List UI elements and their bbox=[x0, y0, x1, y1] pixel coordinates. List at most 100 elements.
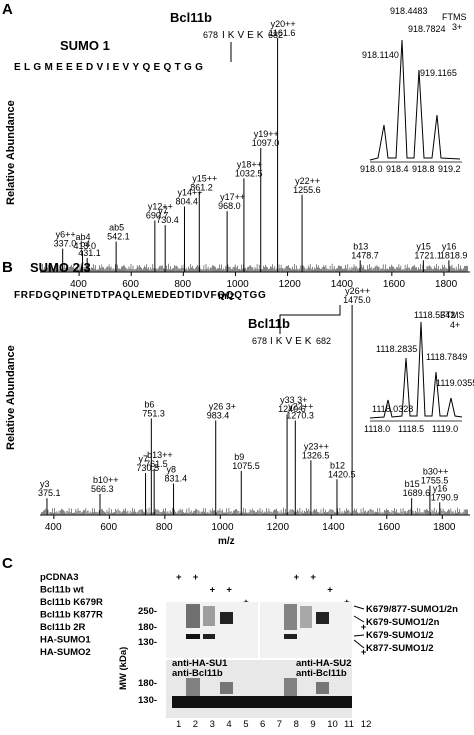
peak-mz: 730.4 bbox=[156, 215, 179, 225]
peak-mz: 1326.5 bbox=[302, 450, 330, 460]
peak-label: ab4 bbox=[75, 232, 90, 242]
peak-mz: 968.0 bbox=[218, 201, 241, 211]
panel-a-title: SUMO 1 bbox=[60, 38, 110, 53]
panel-a: A Relative Abundance SUMO 1 Bcl11b 678 I… bbox=[2, 1, 470, 302]
peak-mz: 761.5 bbox=[145, 459, 168, 469]
peak-label: b6 bbox=[144, 399, 154, 409]
panel-b: B Relative Abundance SUMO 2/3 FRFDGQPINE… bbox=[2, 259, 474, 547]
svg-text:1118.5342: 1118.5342 bbox=[414, 310, 455, 320]
svg-text:918.4483: 918.4483 bbox=[390, 6, 428, 16]
panel-b-inset: FTMS 4+ 1118.5342 1118.2835 1118.7849 11… bbox=[364, 310, 474, 434]
svg-text:250-: 250- bbox=[138, 606, 157, 617]
svg-text:682: 682 bbox=[316, 336, 331, 346]
peak-label: y12++ bbox=[148, 202, 173, 212]
x-tick-label: 1400 bbox=[331, 279, 354, 290]
baseline-noise bbox=[41, 507, 468, 515]
x-tick-label: 1000 bbox=[211, 522, 234, 533]
condition-row-label: HA-SUMO2 bbox=[40, 647, 91, 658]
peak-mz: 542.1 bbox=[107, 232, 130, 242]
panel-c: C pCDNA3 + + + + Bcl11b wt + + + Bcl11b K679R + + Bc… bbox=[2, 555, 458, 730]
blot-label-anti-ha-su2: anti-HA-SU2 bbox=[296, 658, 351, 669]
svg-text:919.2: 919.2 bbox=[438, 164, 461, 174]
peak-mz: 1755.5 bbox=[421, 476, 449, 486]
lane-number: 6 bbox=[260, 719, 265, 730]
svg-text:918.0: 918.0 bbox=[360, 164, 383, 174]
blot-bottom bbox=[166, 660, 352, 718]
peak-mz: 375.1 bbox=[38, 488, 61, 498]
x-tick-label: 800 bbox=[174, 279, 191, 290]
svg-text:1118.7849: 1118.7849 bbox=[426, 352, 467, 362]
peak-label: b30++ bbox=[423, 467, 449, 477]
condition-plus: + bbox=[193, 572, 199, 583]
lane-number: 2 bbox=[193, 719, 198, 730]
x-tick-label: 1200 bbox=[279, 279, 302, 290]
peak-mz: 804.4 bbox=[175, 196, 198, 206]
svg-text:678: 678 bbox=[203, 30, 218, 40]
lane-number: 10 bbox=[327, 719, 338, 730]
peak-mz: 1097.0 bbox=[252, 138, 280, 148]
peak-mz: 983.4 bbox=[207, 411, 230, 421]
condition-row-label: Bcl11b K877R bbox=[40, 610, 103, 621]
condition-plus: + bbox=[361, 622, 367, 633]
panel-b-axis: 400 600 800 1000 1200 1400 1600 1800 bbox=[40, 514, 470, 533]
svg-text:1118.5: 1118.5 bbox=[398, 424, 424, 434]
peak-label: y23++ bbox=[304, 441, 329, 451]
peak-label: y22++ bbox=[295, 176, 320, 186]
lane-number: 3 bbox=[210, 719, 215, 730]
svg-text:1118.0: 1118.0 bbox=[364, 424, 390, 434]
peak-label: y14++ bbox=[177, 187, 202, 197]
panel-c-letter: C bbox=[2, 555, 13, 572]
peak-label: y20++ bbox=[271, 19, 296, 29]
peak-mz: 1075.5 bbox=[232, 461, 260, 471]
peak-label: y7 bbox=[158, 206, 168, 216]
peak-label: y18++ bbox=[237, 159, 262, 169]
peak-mz: 861.2 bbox=[190, 182, 213, 192]
peak-mz: 431.1 bbox=[78, 248, 101, 258]
peak-label: y6++ bbox=[56, 230, 76, 240]
svg-text:180-: 180- bbox=[138, 678, 157, 689]
panel-a-axis: 400 600 800 1000 1200 1400 1600 1800 bbox=[40, 271, 470, 290]
inset-b-charge: 4+ bbox=[450, 320, 460, 330]
condition-row-label: HA-SUMO1 bbox=[40, 635, 91, 646]
panel-b-bcl-label: Bcl11b bbox=[248, 316, 290, 331]
condition-plus: + bbox=[327, 585, 333, 596]
peak-label: y8 bbox=[167, 465, 177, 475]
peak-mz: 1161.6 bbox=[269, 28, 296, 38]
peak-label: b13 bbox=[353, 241, 368, 251]
peak-label: b13++ bbox=[147, 450, 173, 460]
peak-mz: 1790.9 bbox=[431, 492, 459, 502]
peak-mz: 1032.5 bbox=[235, 168, 263, 178]
condition-plus: + bbox=[361, 647, 367, 658]
peak-mz: 1255.6 bbox=[293, 185, 321, 195]
peak-mz: 1475.0 bbox=[343, 295, 371, 305]
svg-text:678: 678 bbox=[252, 336, 267, 346]
peak-mz: 566.3 bbox=[91, 484, 114, 494]
x-tick-label: 1600 bbox=[383, 279, 406, 290]
peak-label: y16 bbox=[433, 483, 448, 493]
lane-number: 12 bbox=[361, 719, 372, 730]
peak-label: ab5 bbox=[109, 223, 124, 233]
panel-b-ylabel: Relative Abundance bbox=[5, 345, 17, 450]
peak-label: y17++ bbox=[220, 192, 245, 202]
svg-text:130-: 130- bbox=[138, 695, 157, 706]
peak-label: b15 bbox=[405, 479, 420, 489]
x-tick-label: 1200 bbox=[267, 522, 290, 533]
peak-mz: 1689.6 bbox=[403, 488, 431, 498]
blot-label-anti-ha-su1: anti-HA-SU1 bbox=[172, 658, 228, 669]
peak-label: b9 bbox=[234, 452, 244, 462]
lane-number: 9 bbox=[310, 719, 315, 730]
condition-plus: + bbox=[294, 572, 300, 583]
x-tick-label: 400 bbox=[45, 522, 62, 533]
x-tick-label: 600 bbox=[100, 522, 117, 533]
inset-b-ftms: FTMS bbox=[440, 310, 465, 320]
svg-text:130-: 130- bbox=[138, 637, 157, 648]
svg-text:K877-SUMO1/2: K877-SUMO1/2 bbox=[366, 643, 434, 654]
mw-markers: 250- 180- 130- 180- 130- bbox=[138, 606, 157, 706]
blot-label-anti-bcl11b-left: anti-Bcl11b bbox=[172, 668, 223, 679]
panel-b-bcl-seq: 678 IKVEK 682 bbox=[252, 336, 331, 347]
x-tick-label: 1600 bbox=[378, 522, 401, 533]
x-tick-label: 1800 bbox=[435, 279, 458, 290]
peak-mz: 1478.7 bbox=[351, 250, 379, 260]
peak-mz: 1240.6 bbox=[278, 404, 306, 414]
